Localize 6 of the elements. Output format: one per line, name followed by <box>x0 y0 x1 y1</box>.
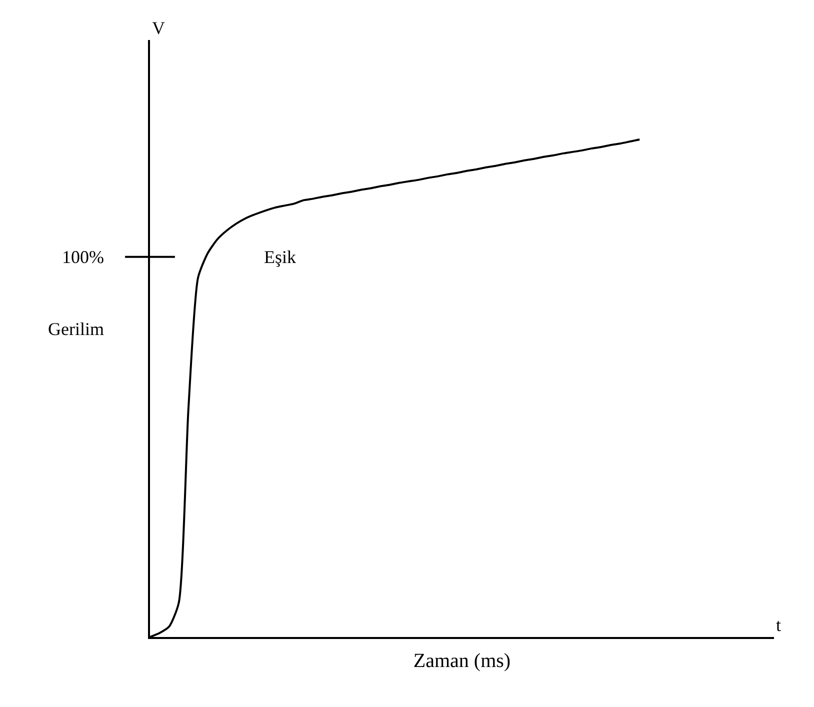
text: t <box>776 615 782 635</box>
y-axis-title: Gerilim <box>48 319 104 339</box>
annotation: Eşik <box>264 247 296 267</box>
text: V <box>152 18 165 38</box>
x-axis-title: Zaman (ms) <box>413 650 511 672</box>
text: 100% <box>62 247 104 267</box>
